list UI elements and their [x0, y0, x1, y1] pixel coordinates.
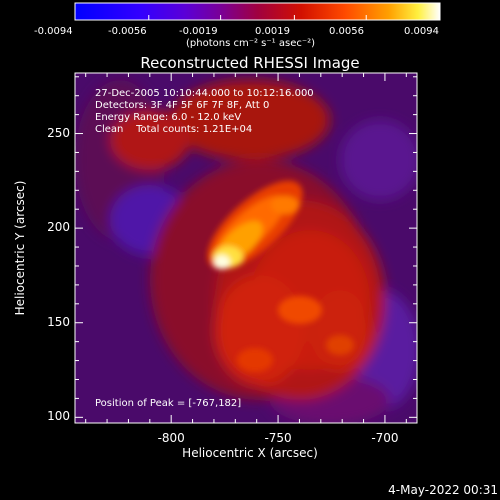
colorbar-unit-label: (photons cm⁻² s⁻¹ asec⁻²): [186, 38, 316, 49]
info-energy-range: Energy Range: 6.0 - 12.0 keV: [95, 112, 242, 123]
x-axis-label: Heliocentric X (arcsec): [182, 446, 318, 460]
info-time-range: 27-Dec-2005 10:10:44.000 to 10:12:16.000: [95, 88, 314, 99]
colorbar-tick-label: -0.0094: [34, 26, 73, 37]
heatmap-image: [75, 73, 417, 423]
chart-title: Reconstructed RHESSI Image: [140, 54, 360, 72]
colorbar-tick-label: 0.0019: [255, 26, 290, 37]
info-clean-counts: Clean Total counts: 1.21E+04: [95, 124, 253, 135]
x-tick-label: -700: [371, 431, 399, 445]
y-axis-label: Heliocentric Y (arcsec): [13, 180, 27, 316]
colorbar-gradient: [75, 3, 440, 20]
info-detectors: Detectors: 3F 4F 5F 6F 7F 8F, Att 0: [95, 100, 270, 111]
y-tick-label: 200: [47, 220, 70, 235]
timestamp: 4-May-2022 00:31: [388, 483, 498, 497]
y-tick-label: 250: [47, 125, 70, 140]
colorbar: [74, 2, 441, 21]
colorbar-tick-label: 0.0056: [329, 26, 364, 37]
peak-position-label: Position of Peak = [-767,182]: [95, 398, 242, 409]
y-tick-label: 100: [47, 409, 70, 424]
colorbar-tick-label: 0.0094: [404, 26, 439, 37]
x-tick-label: -800: [157, 431, 185, 445]
y-tick-label: 150: [47, 314, 70, 329]
x-tick-label: -750: [264, 431, 292, 445]
colorbar-tick-label: -0.0019: [179, 26, 218, 37]
colorbar-tick-label: -0.0056: [108, 26, 147, 37]
